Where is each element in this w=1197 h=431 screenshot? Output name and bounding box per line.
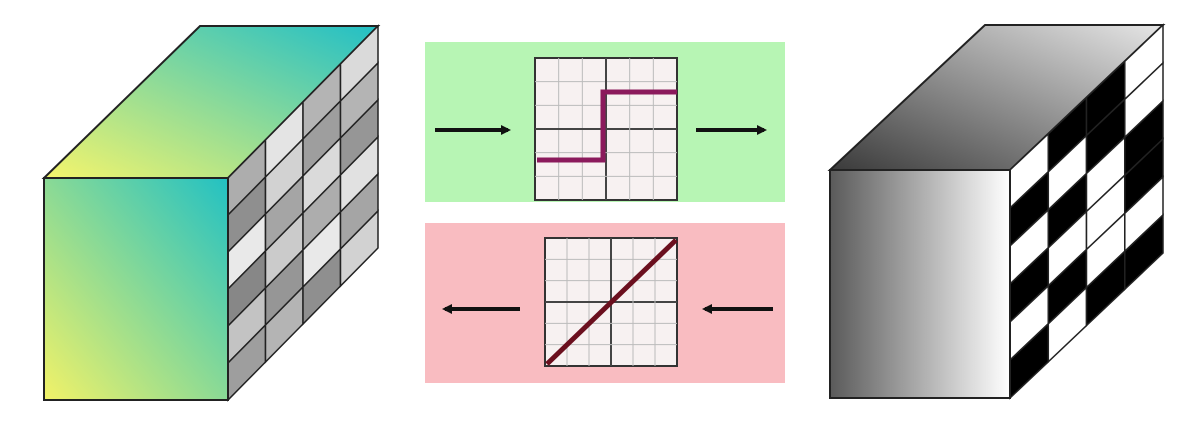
right-block <box>827 23 1166 400</box>
left-block <box>41 24 381 402</box>
left-block-front <box>43 177 229 401</box>
left-side-cell <box>339 209 379 288</box>
right-block-front <box>829 169 1011 399</box>
left-block-side-grid <box>227 24 379 402</box>
top-mapping-grid <box>534 57 678 201</box>
linear-curve <box>545 238 678 366</box>
bottom-panel <box>425 223 785 383</box>
right-block-side-grid <box>1009 23 1164 400</box>
right-side-cell <box>1124 213 1164 292</box>
top-panel <box>425 42 785 202</box>
step-curve <box>537 89 677 163</box>
